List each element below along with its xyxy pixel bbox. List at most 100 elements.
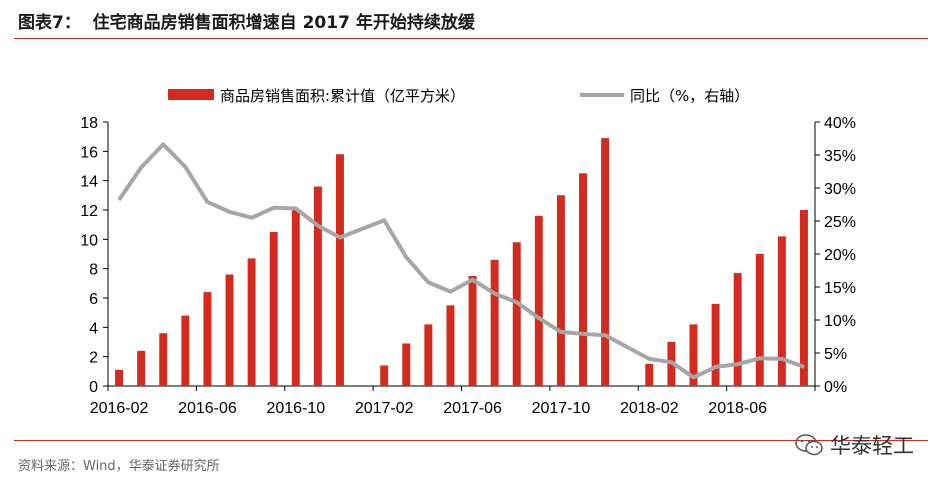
x-tick-label: 2018-02 [620, 400, 679, 417]
bar [468, 276, 477, 386]
y-left-tick-label: 8 [89, 262, 98, 279]
y-left-tick-label: 12 [80, 203, 98, 220]
line-point [538, 317, 540, 319]
line-point [339, 237, 341, 238]
line-point [781, 358, 783, 360]
bar [799, 210, 808, 386]
line-point [383, 219, 385, 221]
legend-line-label: 同比（%，右轴） [630, 87, 749, 105]
bar [115, 369, 124, 386]
line-point [494, 293, 496, 295]
legend-bar-swatch [168, 89, 214, 100]
line-point [295, 207, 297, 209]
footer-divider [14, 440, 928, 441]
bar [645, 364, 654, 386]
line-series [117, 142, 805, 380]
line-point [759, 357, 761, 359]
line-point [516, 301, 518, 303]
y-left-tick-label: 4 [89, 320, 98, 337]
line-point [162, 143, 164, 145]
y-right-tick-label: 40% [824, 115, 856, 132]
bar [181, 315, 190, 386]
watermark: 华泰轻工 [794, 430, 914, 460]
line-point [118, 199, 120, 201]
line-point [273, 207, 275, 209]
line-point [715, 366, 717, 368]
line-point [427, 281, 429, 283]
bar [601, 138, 610, 386]
x-tick-label: 2018-06 [708, 400, 767, 417]
y-left-tick-label: 2 [89, 350, 98, 367]
bar [336, 154, 344, 386]
bar [490, 259, 499, 386]
bar [203, 292, 212, 386]
y-right-tick-label: 25% [824, 214, 856, 231]
bar [247, 258, 256, 386]
bar [269, 232, 278, 386]
x-tick-label: 2017-02 [355, 400, 414, 417]
chart-area: 0 2 4 6 8 10 12 14 16 18 0% 5% 10% 15% 20% 25% 30% 35% 40%… [80, 87, 856, 417]
bar [380, 365, 389, 386]
bar [424, 324, 433, 386]
y-right-tick-label: 20% [824, 247, 856, 264]
bar [534, 215, 543, 386]
y-left-tick-label: 0 [89, 379, 98, 396]
y-left-tick-label: 16 [80, 144, 98, 161]
legend: 商品房销售面积:累计值（亿平方米） 同比（%，右轴） [168, 87, 749, 105]
y-right-tick-label: 30% [824, 181, 856, 198]
line-point [582, 333, 584, 335]
line-point [604, 334, 606, 336]
title-divider [14, 38, 928, 39]
bar [777, 236, 786, 386]
line-point [405, 256, 407, 258]
figure-title: 图表7： 住宅商品房销售面积增速自 2017 年开始持续放缓 [18, 13, 475, 33]
bar [512, 242, 521, 386]
bar [689, 324, 698, 386]
legend-bar-label: 商品房销售面积:累计值（亿平方米） [220, 87, 465, 105]
bar [579, 173, 587, 386]
line-point [692, 376, 694, 378]
y-right-tick-label: 0% [824, 379, 847, 396]
tick-labels: 0 2 4 6 8 10 12 14 16 18 0% 5% 10% 15% 20% 25% 30% 35% 40%… [80, 115, 856, 417]
line-point [229, 211, 231, 213]
line-point [648, 358, 650, 360]
line-point [560, 331, 562, 333]
y-right-tick-label: 15% [824, 280, 856, 297]
y-left-tick-label: 10 [80, 232, 98, 249]
line-point [251, 217, 253, 219]
y-right-tick-label: 10% [824, 313, 856, 330]
y-left-tick-label: 14 [80, 174, 98, 191]
line-point [449, 291, 451, 293]
watermark-text: 华泰轻工 [830, 434, 914, 458]
bar [402, 343, 411, 386]
line-point [803, 366, 805, 368]
line-point [206, 201, 208, 203]
bar-series [115, 138, 808, 386]
x-tick-label: 2016-10 [266, 400, 325, 417]
line-point [472, 279, 474, 281]
bar [291, 210, 300, 386]
x-tick-label: 2016-02 [90, 400, 149, 417]
x-tick-label: 2017-10 [532, 400, 591, 417]
line-point [670, 361, 672, 363]
line-point [317, 225, 319, 227]
x-tick-label: 2017-06 [443, 400, 502, 417]
bar [313, 186, 322, 386]
wechat-icon [795, 434, 823, 456]
line-point [140, 167, 142, 169]
x-tick-label: 2016-06 [178, 400, 237, 417]
y-right-tick-label: 5% [824, 346, 847, 363]
bar [755, 254, 764, 386]
bar [556, 195, 565, 386]
bar [733, 273, 742, 386]
y-left-tick-label: 18 [80, 115, 98, 132]
yoy-line [117, 142, 805, 380]
bar [225, 274, 234, 386]
y-left-tick-label: 6 [89, 291, 98, 308]
line-point [184, 166, 186, 168]
source-note: 资料来源：Wind，华泰证券研究所 [18, 459, 220, 474]
line-point [737, 363, 739, 365]
bar [711, 303, 720, 386]
bar [446, 305, 455, 386]
bar [137, 350, 146, 386]
